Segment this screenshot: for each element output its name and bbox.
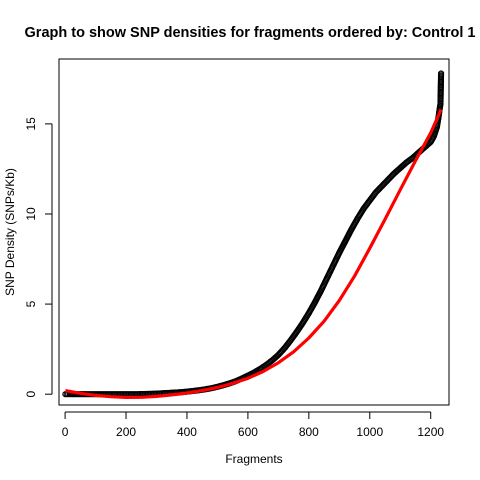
chart-title: Graph to show SNP densities for fragment… [25, 25, 476, 41]
data-point [437, 70, 445, 77]
y-tick-label: 10 [24, 207, 38, 221]
plot-frame [58, 58, 450, 406]
y-axis-label: SNP Density (SNPs/Kb) [3, 168, 17, 296]
y-axis: 0 5 10 15 [24, 117, 53, 398]
x-tick-label: 1200 [417, 425, 444, 439]
scatter-points [62, 70, 445, 398]
x-axis: 0 200 400 600 800 1000 1200 [62, 411, 444, 439]
x-tick-label: 200 [116, 425, 136, 439]
y-tick-label: 5 [24, 300, 38, 307]
x-tick-label: 600 [238, 425, 258, 439]
x-tick-label: 1000 [356, 425, 383, 439]
x-tick-label: 0 [62, 425, 69, 439]
fit-line-group [65, 108, 443, 399]
y-tick-label: 0 [24, 391, 38, 398]
x-axis-label: Fragments [225, 452, 282, 466]
fit-line [65, 108, 443, 399]
x-tick-label: 800 [299, 425, 319, 439]
y-tick-label: 15 [24, 117, 38, 131]
x-tick-label: 400 [177, 425, 197, 439]
